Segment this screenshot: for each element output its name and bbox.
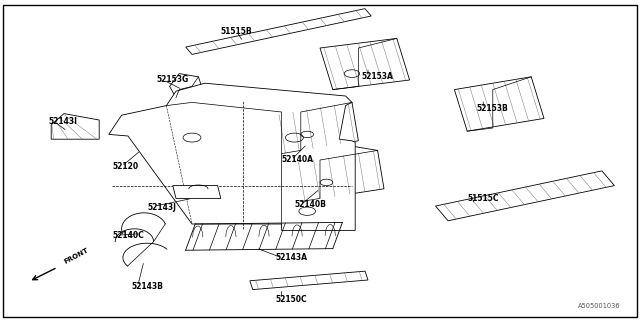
Polygon shape	[275, 96, 358, 154]
Text: 52150C: 52150C	[275, 295, 307, 304]
Polygon shape	[250, 271, 368, 290]
Text: 52120: 52120	[112, 162, 138, 171]
Text: 52143B: 52143B	[131, 282, 163, 291]
Text: 52140C: 52140C	[112, 231, 144, 240]
Text: 52153A: 52153A	[362, 72, 394, 81]
Polygon shape	[454, 77, 544, 131]
Polygon shape	[320, 38, 410, 90]
Polygon shape	[170, 74, 205, 98]
Polygon shape	[436, 171, 614, 221]
Text: 51515C: 51515C	[467, 194, 499, 203]
Text: 52153G: 52153G	[157, 76, 189, 84]
Text: 52153B: 52153B	[477, 104, 509, 113]
Text: 52140B: 52140B	[294, 200, 326, 209]
Polygon shape	[186, 9, 371, 54]
Text: 52140A: 52140A	[282, 156, 314, 164]
Text: FRONT: FRONT	[63, 247, 90, 265]
Text: 52143J: 52143J	[147, 204, 176, 212]
Text: 52143I: 52143I	[48, 117, 77, 126]
Text: A505001036: A505001036	[579, 303, 621, 308]
Text: 51515B: 51515B	[221, 28, 252, 36]
Polygon shape	[294, 144, 384, 202]
Polygon shape	[109, 83, 355, 230]
Text: 52143A: 52143A	[275, 253, 307, 262]
Polygon shape	[173, 186, 221, 198]
Polygon shape	[51, 114, 99, 139]
